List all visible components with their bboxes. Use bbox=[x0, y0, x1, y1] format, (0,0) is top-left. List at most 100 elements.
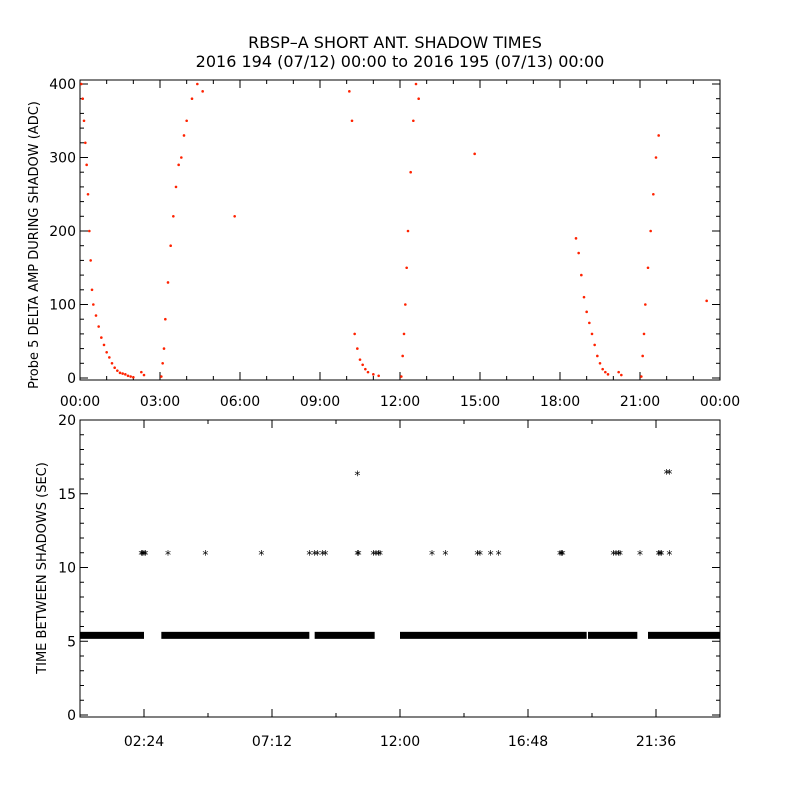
top-data-point bbox=[606, 373, 610, 376]
asterisk-point: * bbox=[140, 548, 146, 562]
top-data-point bbox=[412, 119, 415, 123]
top-data-point bbox=[161, 362, 164, 365]
asterisk-point: * bbox=[377, 548, 383, 562]
top-data-point bbox=[366, 370, 370, 374]
top-x-tick-label: 09:00 bbox=[300, 394, 340, 410]
top-data-point bbox=[414, 82, 418, 86]
asterisk-point: * bbox=[322, 548, 328, 562]
asterisk-point: * bbox=[354, 469, 360, 483]
asterisk-point: * bbox=[658, 548, 664, 562]
chart-subtitle: 2016 194 (07/12) 00:00 to 2016 195 (07/1… bbox=[196, 52, 605, 71]
top-data-point bbox=[401, 354, 404, 358]
asterisk-point: * bbox=[558, 548, 564, 562]
bottom-y-tick-label: 0 bbox=[67, 708, 76, 724]
top-data-point bbox=[80, 82, 83, 86]
top-data-point bbox=[121, 372, 124, 375]
asterisk-point: * bbox=[488, 548, 494, 562]
top-data-point bbox=[364, 367, 367, 371]
top-y-tick-label: 100 bbox=[49, 298, 76, 314]
top-data-points bbox=[80, 82, 708, 379]
bottom-x-tick-label: 16:48 bbox=[508, 734, 548, 750]
top-data-point bbox=[169, 244, 172, 247]
asterisk-point: * bbox=[370, 548, 376, 562]
top-x-tick-label: 03:00 bbox=[140, 394, 180, 410]
top-data-point bbox=[641, 354, 644, 358]
top-y-tick-label: 400 bbox=[49, 77, 76, 93]
top-data-point bbox=[585, 310, 588, 314]
top-data-point bbox=[598, 362, 602, 365]
top-data-point bbox=[81, 97, 84, 100]
top-data-point bbox=[580, 273, 583, 277]
top-data-point bbox=[118, 371, 122, 375]
top-data-point bbox=[180, 156, 183, 159]
asterisk-point: * bbox=[637, 548, 643, 562]
top-plot-frame bbox=[79, 79, 721, 381]
asterisk-point: * bbox=[141, 548, 147, 562]
top-data-point bbox=[356, 347, 359, 350]
bottom-x-tick-label: 07:12 bbox=[252, 734, 292, 750]
asterisk-point: * bbox=[320, 548, 326, 562]
top-data-point bbox=[129, 375, 132, 378]
top-data-point bbox=[617, 370, 620, 374]
top-y-tick-label: 200 bbox=[49, 224, 76, 240]
top-data-point bbox=[177, 163, 180, 167]
asterisk-point: * bbox=[616, 548, 622, 562]
top-data-point bbox=[654, 156, 658, 159]
asterisk-point: * bbox=[664, 467, 670, 481]
asterisk-point: * bbox=[666, 548, 672, 562]
asterisk-point: * bbox=[258, 548, 264, 562]
top-data-point bbox=[405, 266, 408, 270]
bottom-y-tick-label: 10 bbox=[58, 561, 76, 577]
top-data-point bbox=[124, 373, 127, 376]
top-data-point bbox=[89, 259, 92, 262]
asterisk-point: * bbox=[373, 548, 379, 562]
top-data-point bbox=[642, 332, 646, 336]
asterisk-point: * bbox=[557, 548, 563, 562]
top-data-point bbox=[116, 369, 119, 372]
top-data-point bbox=[588, 321, 591, 325]
top-data-point bbox=[348, 90, 351, 93]
asterisk-point: * bbox=[560, 548, 566, 562]
top-data-point bbox=[185, 119, 188, 123]
top-data-point bbox=[640, 375, 643, 378]
top-data-point bbox=[400, 375, 403, 378]
top-data-point bbox=[353, 332, 356, 336]
top-data-point bbox=[172, 215, 175, 218]
asterisk-point: * bbox=[613, 548, 619, 562]
asterisk-point: * bbox=[617, 548, 623, 562]
top-data-point bbox=[160, 375, 163, 378]
top-data-point bbox=[86, 192, 90, 196]
top-data-point bbox=[102, 343, 106, 347]
top-data-point bbox=[657, 134, 660, 137]
asterisk-point: * bbox=[306, 548, 312, 562]
bottom-y-tick-label: 15 bbox=[58, 487, 76, 503]
top-data-point bbox=[372, 373, 375, 376]
top-data-point bbox=[409, 170, 412, 174]
asterisk-point: * bbox=[142, 548, 148, 562]
top-y-tick-label: 300 bbox=[49, 151, 76, 167]
top-data-point bbox=[126, 374, 130, 378]
asterisk-point: * bbox=[496, 548, 502, 562]
top-data-point bbox=[377, 374, 380, 378]
top-data-point bbox=[233, 215, 236, 218]
top-x-tick-label: 18:00 bbox=[540, 394, 580, 410]
top-data-point bbox=[142, 373, 146, 377]
bottom-x-tick-label: 21:36 bbox=[636, 734, 676, 750]
asterisk-point: * bbox=[356, 548, 362, 562]
asterisk-point: * bbox=[442, 548, 448, 562]
bottom-data-points: **** * * * * ** ** ** **** * * ** * * *** **** * *** ** ** bbox=[80, 467, 720, 639]
bottom-y-axis-label: TIME BETWEEN SHADOWS (SEC) bbox=[35, 462, 50, 675]
top-data-point bbox=[473, 152, 476, 156]
top-data-point bbox=[100, 336, 103, 339]
top-data-point bbox=[652, 192, 655, 196]
asterisk-point: * bbox=[610, 548, 616, 562]
asterisk-point: * bbox=[429, 548, 435, 562]
top-data-point bbox=[113, 366, 116, 370]
bottom-panel: TIME BETWEEN SHADOWS (SEC) 02:24 07:12 12:… bbox=[35, 413, 721, 750]
asterisk-point: * bbox=[312, 548, 318, 562]
bottom-plot-frame bbox=[79, 419, 721, 718]
top-data-point bbox=[402, 332, 406, 336]
chart-title: RBSP–A SHORT ANT. SHADOW TIMES bbox=[248, 33, 542, 52]
asterisk-point: * bbox=[657, 548, 663, 562]
